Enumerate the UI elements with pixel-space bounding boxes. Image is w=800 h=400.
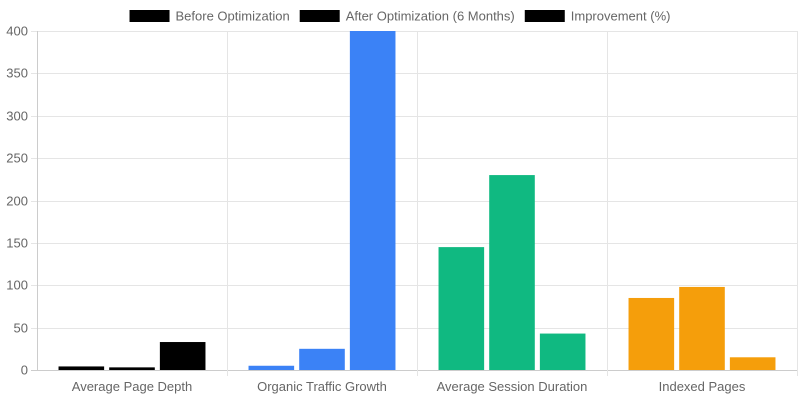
x-tick-label: Average Page Depth xyxy=(72,379,192,394)
bar[interactable] xyxy=(248,365,295,370)
bar[interactable] xyxy=(628,297,675,370)
bar[interactable] xyxy=(349,31,396,370)
bar[interactable] xyxy=(109,367,155,370)
y-tick-label: 200 xyxy=(6,194,28,209)
y-tick-label: 100 xyxy=(6,278,28,293)
y-tick-label: 350 xyxy=(6,66,28,81)
legend-label: Before Optimization xyxy=(176,9,290,24)
y-tick-label: 400 xyxy=(6,24,28,39)
bars xyxy=(58,31,776,370)
x-tick-label: Organic Traffic Growth xyxy=(257,379,387,394)
x-tick-label: Average Session Duration xyxy=(437,379,588,394)
legend-swatch xyxy=(129,10,170,22)
legend-label: Improvement (%) xyxy=(571,9,671,24)
y-tick-label: 50 xyxy=(14,321,28,336)
bar[interactable] xyxy=(438,247,485,370)
grid-lines xyxy=(31,31,798,376)
legend-label: After Optimization (6 Months) xyxy=(346,9,515,24)
bar[interactable] xyxy=(729,357,776,370)
legend-swatch xyxy=(524,10,565,22)
legend-item[interactable]: After Optimization (6 Months) xyxy=(299,9,515,24)
bar[interactable] xyxy=(539,333,586,370)
bar[interactable] xyxy=(58,366,105,370)
y-tick-label: 150 xyxy=(6,236,28,251)
legend-swatch xyxy=(299,10,340,22)
axes: 0 50 100 150 200 250 300 350 400 Average Page Dep… xyxy=(6,24,746,395)
legend[interactable]: Before Optimization After Optimization (6… xyxy=(129,9,671,24)
y-tick-label: 250 xyxy=(6,151,28,166)
legend-item[interactable]: Improvement (%) xyxy=(524,9,671,24)
bar[interactable] xyxy=(679,286,725,370)
bar[interactable] xyxy=(299,348,345,370)
x-tick-label: Indexed Pages xyxy=(659,379,746,394)
bar[interactable] xyxy=(159,342,206,370)
legend-item[interactable]: Before Optimization xyxy=(129,9,290,24)
y-tick-label: 0 xyxy=(21,363,28,378)
bar[interactable] xyxy=(489,175,535,370)
y-tick-label: 300 xyxy=(6,109,28,124)
